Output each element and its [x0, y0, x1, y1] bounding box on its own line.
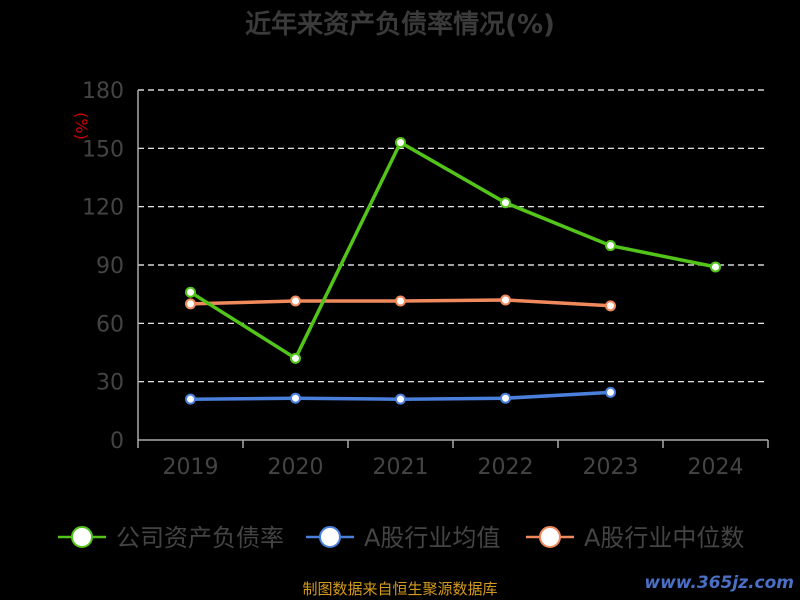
data-point-2-2021	[395, 295, 406, 307]
data-point-1-2023	[605, 386, 616, 398]
watermark: www.365jz.com	[644, 573, 794, 593]
x-tick-label-2024: 2024	[688, 455, 744, 480]
data-point-2-2022	[500, 294, 511, 306]
legend-label-1: A股行业均值	[364, 524, 500, 552]
data-point-1-2022	[500, 392, 511, 404]
y-tick-label-60: 60	[96, 312, 124, 337]
x-tick-label-2023: 2023	[583, 455, 639, 480]
y-tick-label-150: 150	[82, 137, 124, 162]
data-point-0-2019	[185, 286, 196, 298]
chart-title: 近年来资产负债率情况(%)	[245, 10, 555, 40]
data-point-0-2023	[605, 240, 616, 252]
y-tick-label-90: 90	[96, 254, 124, 279]
data-point-0-2022	[500, 197, 511, 209]
x-tick-label-2019: 2019	[163, 455, 219, 480]
x-tick-label-2021: 2021	[373, 455, 429, 480]
data-point-0-2020	[290, 352, 301, 364]
data-point-2-2019	[185, 298, 196, 310]
legend-marker-2	[539, 526, 561, 548]
data-point-0-2021	[395, 137, 406, 148]
source-footer: 制图数据来自恒生聚源数据库	[302, 580, 498, 598]
legend-label-2: A股行业中位数	[584, 524, 744, 552]
legend-marker-0	[71, 526, 93, 548]
data-point-1-2019	[185, 393, 196, 405]
x-tick-label-2020: 2020	[268, 455, 324, 480]
legend-marker-1	[319, 526, 341, 548]
data-point-2-2020	[290, 295, 301, 307]
data-point-1-2020	[290, 392, 301, 404]
y-tick-label-30: 30	[96, 371, 124, 396]
data-point-1-2021	[395, 393, 406, 405]
y-axis-label: (%)	[72, 112, 91, 140]
y-tick-label-180: 180	[82, 79, 124, 104]
legend-label-0: 公司资产负债率	[116, 524, 284, 552]
x-tick-label-2022: 2022	[478, 455, 534, 480]
y-tick-label-120: 120	[82, 196, 124, 221]
data-point-2-2023	[605, 300, 616, 312]
y-tick-label-0: 0	[110, 429, 124, 454]
series-line-0	[189, 140, 716, 361]
data-point-0-2024	[710, 261, 721, 273]
